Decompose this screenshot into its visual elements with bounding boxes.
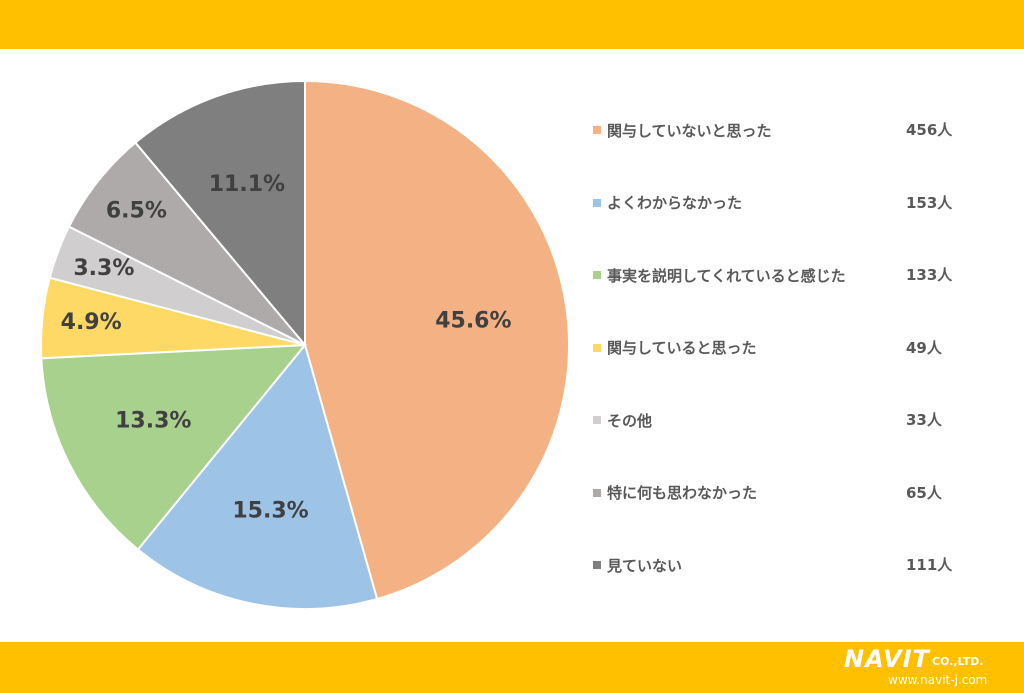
- legend-label: よくわからなかった: [607, 194, 743, 212]
- legend-item-6: 見ていない: [593, 553, 682, 577]
- legend-count: 65人: [906, 483, 942, 502]
- legend-label: 見ていない: [607, 556, 683, 575]
- data-label-6: 11.1%: [209, 172, 285, 197]
- top-banner: [0, 0, 1024, 49]
- legend-swatch: [593, 488, 601, 497]
- legend-count: 456人: [906, 121, 953, 139]
- logo-suffix: CO.,LTD.: [932, 655, 984, 668]
- data-label-1: 15.3%: [232, 498, 308, 523]
- pie-slice-6: [134, 79, 306, 348]
- navit-logo: NAVIT CO.,LTD. www.navit-j.com: [844, 645, 1016, 689]
- legend-swatch: [593, 198, 601, 207]
- data-label-4: 3.3%: [73, 256, 134, 281]
- legend-count: 153人: [906, 193, 953, 212]
- data-label-5: 6.5%: [106, 199, 167, 224]
- legend-swatch: [593, 416, 601, 424]
- legend-label: 関与していないと思った: [607, 121, 772, 140]
- legend-swatch: [593, 561, 601, 569]
- logo-url: www.navit-j.com: [888, 673, 988, 687]
- legend-item-5: 特に何も思わなかった: [593, 481, 757, 505]
- legend-label: その他: [607, 411, 653, 430]
- legend-swatch: [593, 126, 601, 134]
- legend-item-0: 関与していないと思った: [593, 118, 772, 142]
- pie-slice-1: [136, 342, 379, 610]
- pie-chart: 45.6% 15.3% 13.3% 4.9% 3.3% 6.5% 11.1%: [40, 79, 570, 610]
- pie-slice-2: [40, 343, 308, 551]
- legend-item-4: その他: [593, 408, 652, 432]
- legend-label: 関与していると思った: [607, 339, 757, 357]
- legend-swatch: [593, 343, 601, 352]
- data-label-2: 13.3%: [115, 409, 191, 434]
- legend-count: 111人: [906, 556, 953, 574]
- data-label-0: 45.6%: [435, 309, 511, 334]
- legend-label: 事実を説明してくれていると感じた: [607, 266, 846, 285]
- legend-count: 49人: [906, 338, 942, 357]
- bottom-banner: [0, 642, 1024, 693]
- legend-item-2: 事実を説明してくれていると感じた: [593, 263, 846, 287]
- legend-count: 133人: [906, 266, 953, 284]
- logo-name: NAVIT: [844, 645, 930, 673]
- legend-label: 特に何も思わなかった: [607, 484, 758, 502]
- legend-swatch: [593, 271, 601, 279]
- legend-item-1: よくわからなかった: [593, 191, 742, 215]
- pie-slice-0: [304, 79, 570, 601]
- legend-item-3: 関与していると思った: [593, 336, 757, 360]
- legend-count: 33人: [906, 411, 942, 429]
- data-label-3: 4.9%: [61, 310, 122, 335]
